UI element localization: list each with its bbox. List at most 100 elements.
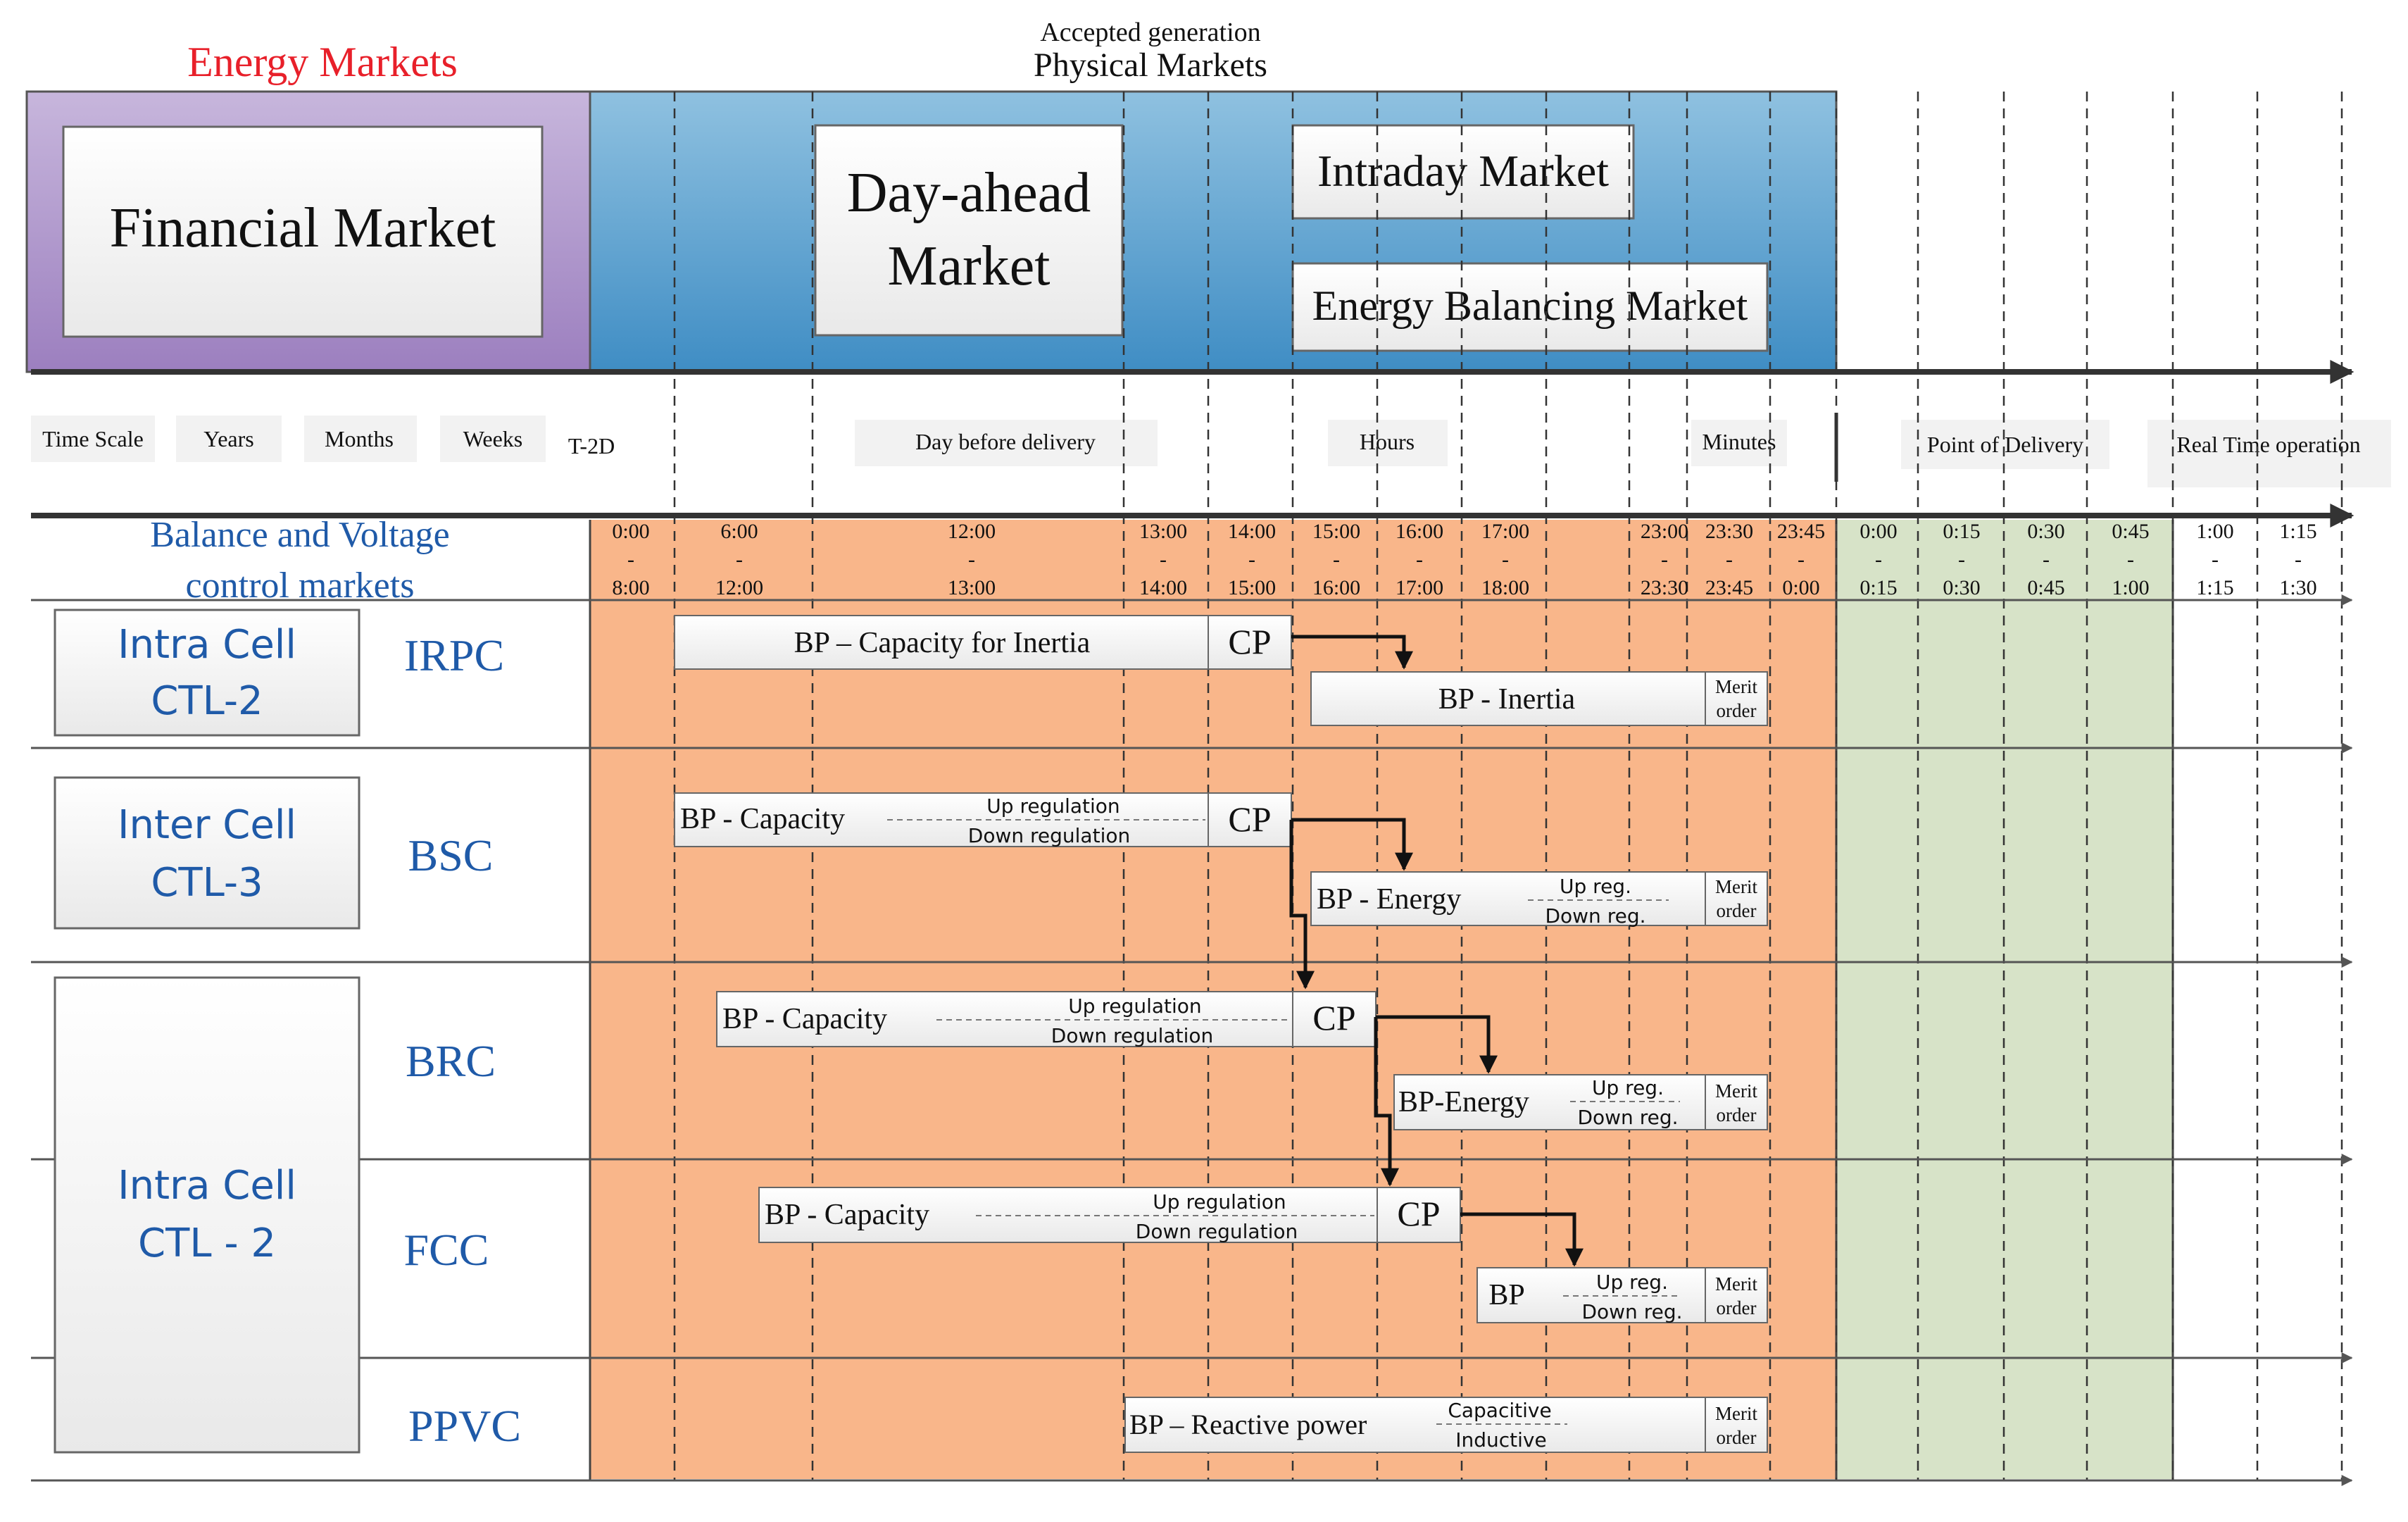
time-column-dash: - bbox=[968, 548, 975, 571]
time-column-dash: - bbox=[2127, 548, 2134, 571]
time-column-end: 1:30 bbox=[2279, 576, 2316, 599]
merit-order-box bbox=[1705, 1397, 1768, 1453]
ctl3-label: CTL-3 bbox=[151, 860, 263, 906]
flow-arrow bbox=[1376, 1015, 1498, 1074]
inter-cell-box bbox=[54, 776, 360, 930]
time-column-start: 0:00 bbox=[1860, 520, 1897, 543]
down-regulation-label: Down regulation bbox=[968, 824, 1130, 847]
months-tag bbox=[304, 416, 417, 462]
order-label: order bbox=[1717, 1427, 1757, 1448]
cp-label: CP bbox=[1228, 622, 1271, 661]
day-ahead-market-box bbox=[814, 124, 1124, 337]
down-regulation-label: Down regulation bbox=[1051, 1024, 1213, 1047]
inductive-label: Inductive bbox=[1455, 1428, 1546, 1452]
up-reg-label: Up reg. bbox=[1596, 1271, 1668, 1294]
bp-box bbox=[1476, 1267, 1706, 1323]
time-column-end: 18:00 bbox=[1481, 576, 1529, 599]
balance-voltage-title-line1: Balance and Voltage bbox=[150, 515, 450, 555]
time-column-dash: - bbox=[1958, 548, 1965, 571]
time-scale-label: Time Scale bbox=[42, 426, 144, 451]
time-column-end: 0:30 bbox=[1943, 576, 1980, 599]
down-regulation-label: Down regulation bbox=[1136, 1220, 1298, 1243]
accepted-generation-label: Accepted generation bbox=[1040, 18, 1260, 47]
time-column-start: 0:30 bbox=[2027, 520, 2064, 543]
flow-arrow bbox=[1291, 635, 1413, 670]
financial-market-box bbox=[62, 125, 544, 338]
bp-capacity-inertia-box bbox=[674, 615, 1209, 670]
bp-reactive-power-label: BP – Reactive power bbox=[1129, 1409, 1367, 1440]
flow-arrow bbox=[1289, 820, 1315, 990]
intraday-market-label: Intraday Market bbox=[1317, 146, 1609, 196]
brc-row: BP - Capacity Up regulation Down regulat… bbox=[716, 991, 1768, 1130]
intra-cell-box-bottom bbox=[54, 976, 360, 1454]
up-reg-label: Up reg. bbox=[1592, 1076, 1664, 1099]
inter-cell-label: Inter Cell bbox=[118, 802, 296, 848]
t2d-label: T-2D bbox=[568, 433, 615, 459]
energy-markets-title: Energy Markets bbox=[187, 39, 458, 85]
bp-capacity-label: BP - Capacity bbox=[680, 803, 845, 835]
bp-reactive-power-box bbox=[1124, 1397, 1706, 1453]
day-before-delivery-tag bbox=[855, 420, 1158, 466]
physical-markets-title: Physical Markets bbox=[1034, 46, 1267, 84]
bsc-label: BSC bbox=[408, 830, 494, 880]
bsc-row: BP - Capacity Up regulation Down regulat… bbox=[674, 792, 1768, 928]
time-column-start: 23:30 bbox=[1705, 520, 1753, 543]
time-column-end: 0:15 bbox=[1860, 576, 1897, 599]
merit-order-box bbox=[1705, 671, 1768, 726]
bp-label: BP bbox=[1488, 1279, 1524, 1311]
up-regulation-label: Up regulation bbox=[1068, 994, 1201, 1018]
time-scale-tag bbox=[31, 416, 155, 462]
months-label: Months bbox=[325, 426, 394, 451]
time-column-dash: - bbox=[2212, 548, 2219, 571]
flow-arrow bbox=[1291, 818, 1413, 871]
time-column-start: 0:00 bbox=[612, 520, 649, 543]
time-column-dash: - bbox=[1333, 548, 1340, 571]
merit-order-box bbox=[1705, 1074, 1768, 1130]
timescale-strip: Time Scale Years Months Weeks T-2D Day b… bbox=[31, 416, 2391, 487]
energy-balancing-market-label: Energy Balancing Market bbox=[1312, 282, 1748, 329]
bp-energy-label: BP - Energy bbox=[1317, 883, 1461, 916]
ctl2-label: CTL-2 bbox=[151, 678, 263, 724]
merit-label: Merit bbox=[1715, 676, 1757, 697]
cp-box bbox=[1292, 991, 1377, 1047]
time-column-end: 0:00 bbox=[1782, 576, 1819, 599]
ppvc-row: BP – Reactive power Capacitive Inductive… bbox=[1124, 1397, 1768, 1453]
years-label: Years bbox=[203, 426, 253, 451]
day-ahead-label-line1: Day-ahead bbox=[847, 162, 1091, 224]
time-column-end: 15:00 bbox=[1228, 576, 1276, 599]
order-label: order bbox=[1717, 1104, 1757, 1125]
cp-box bbox=[1208, 615, 1292, 670]
ppvc-label: PPVC bbox=[408, 1401, 521, 1451]
time-column-start: 17:00 bbox=[1481, 520, 1529, 543]
time-column-end: 12:00 bbox=[715, 576, 763, 599]
time-column-end: 1:00 bbox=[2112, 576, 2149, 599]
weeks-tag bbox=[440, 416, 546, 462]
cp-label: CP bbox=[1397, 1194, 1440, 1233]
day-before-delivery-label: Day before delivery bbox=[915, 429, 1096, 454]
time-column-dash: - bbox=[1661, 548, 1668, 571]
time-column-dash: - bbox=[1160, 548, 1167, 571]
point-of-delivery-label: Point of Delivery bbox=[1927, 432, 2083, 457]
intra-cell-box-top bbox=[54, 609, 360, 737]
irpc-label: IRPC bbox=[404, 630, 504, 680]
cp-label: CP bbox=[1228, 799, 1271, 839]
cp-box bbox=[1377, 1187, 1461, 1243]
time-column-dash: - bbox=[627, 548, 634, 571]
bp-capacity-label: BP - Capacity bbox=[722, 1003, 887, 1035]
time-column-end: 8:00 bbox=[612, 576, 649, 599]
cp-label: CP bbox=[1312, 998, 1355, 1037]
minutes-label: Minutes bbox=[1702, 429, 1776, 454]
delivery-region bbox=[1836, 520, 2173, 1479]
time-column-dash: - bbox=[736, 548, 743, 571]
intra-cell-label: Intra Cell bbox=[118, 622, 296, 668]
merit-label: Merit bbox=[1715, 1403, 1757, 1424]
bp-inertia-box bbox=[1310, 671, 1706, 726]
minutes-tag bbox=[1691, 420, 1787, 466]
flow-arrow bbox=[1374, 1017, 1399, 1187]
flow-arrow bbox=[1460, 1212, 1584, 1267]
capacitive-label: Capacitive bbox=[1448, 1399, 1551, 1422]
time-column-end: 23:45 bbox=[1705, 576, 1753, 599]
time-column-start: 0:45 bbox=[2112, 520, 2149, 543]
merit-label: Merit bbox=[1715, 1273, 1757, 1295]
